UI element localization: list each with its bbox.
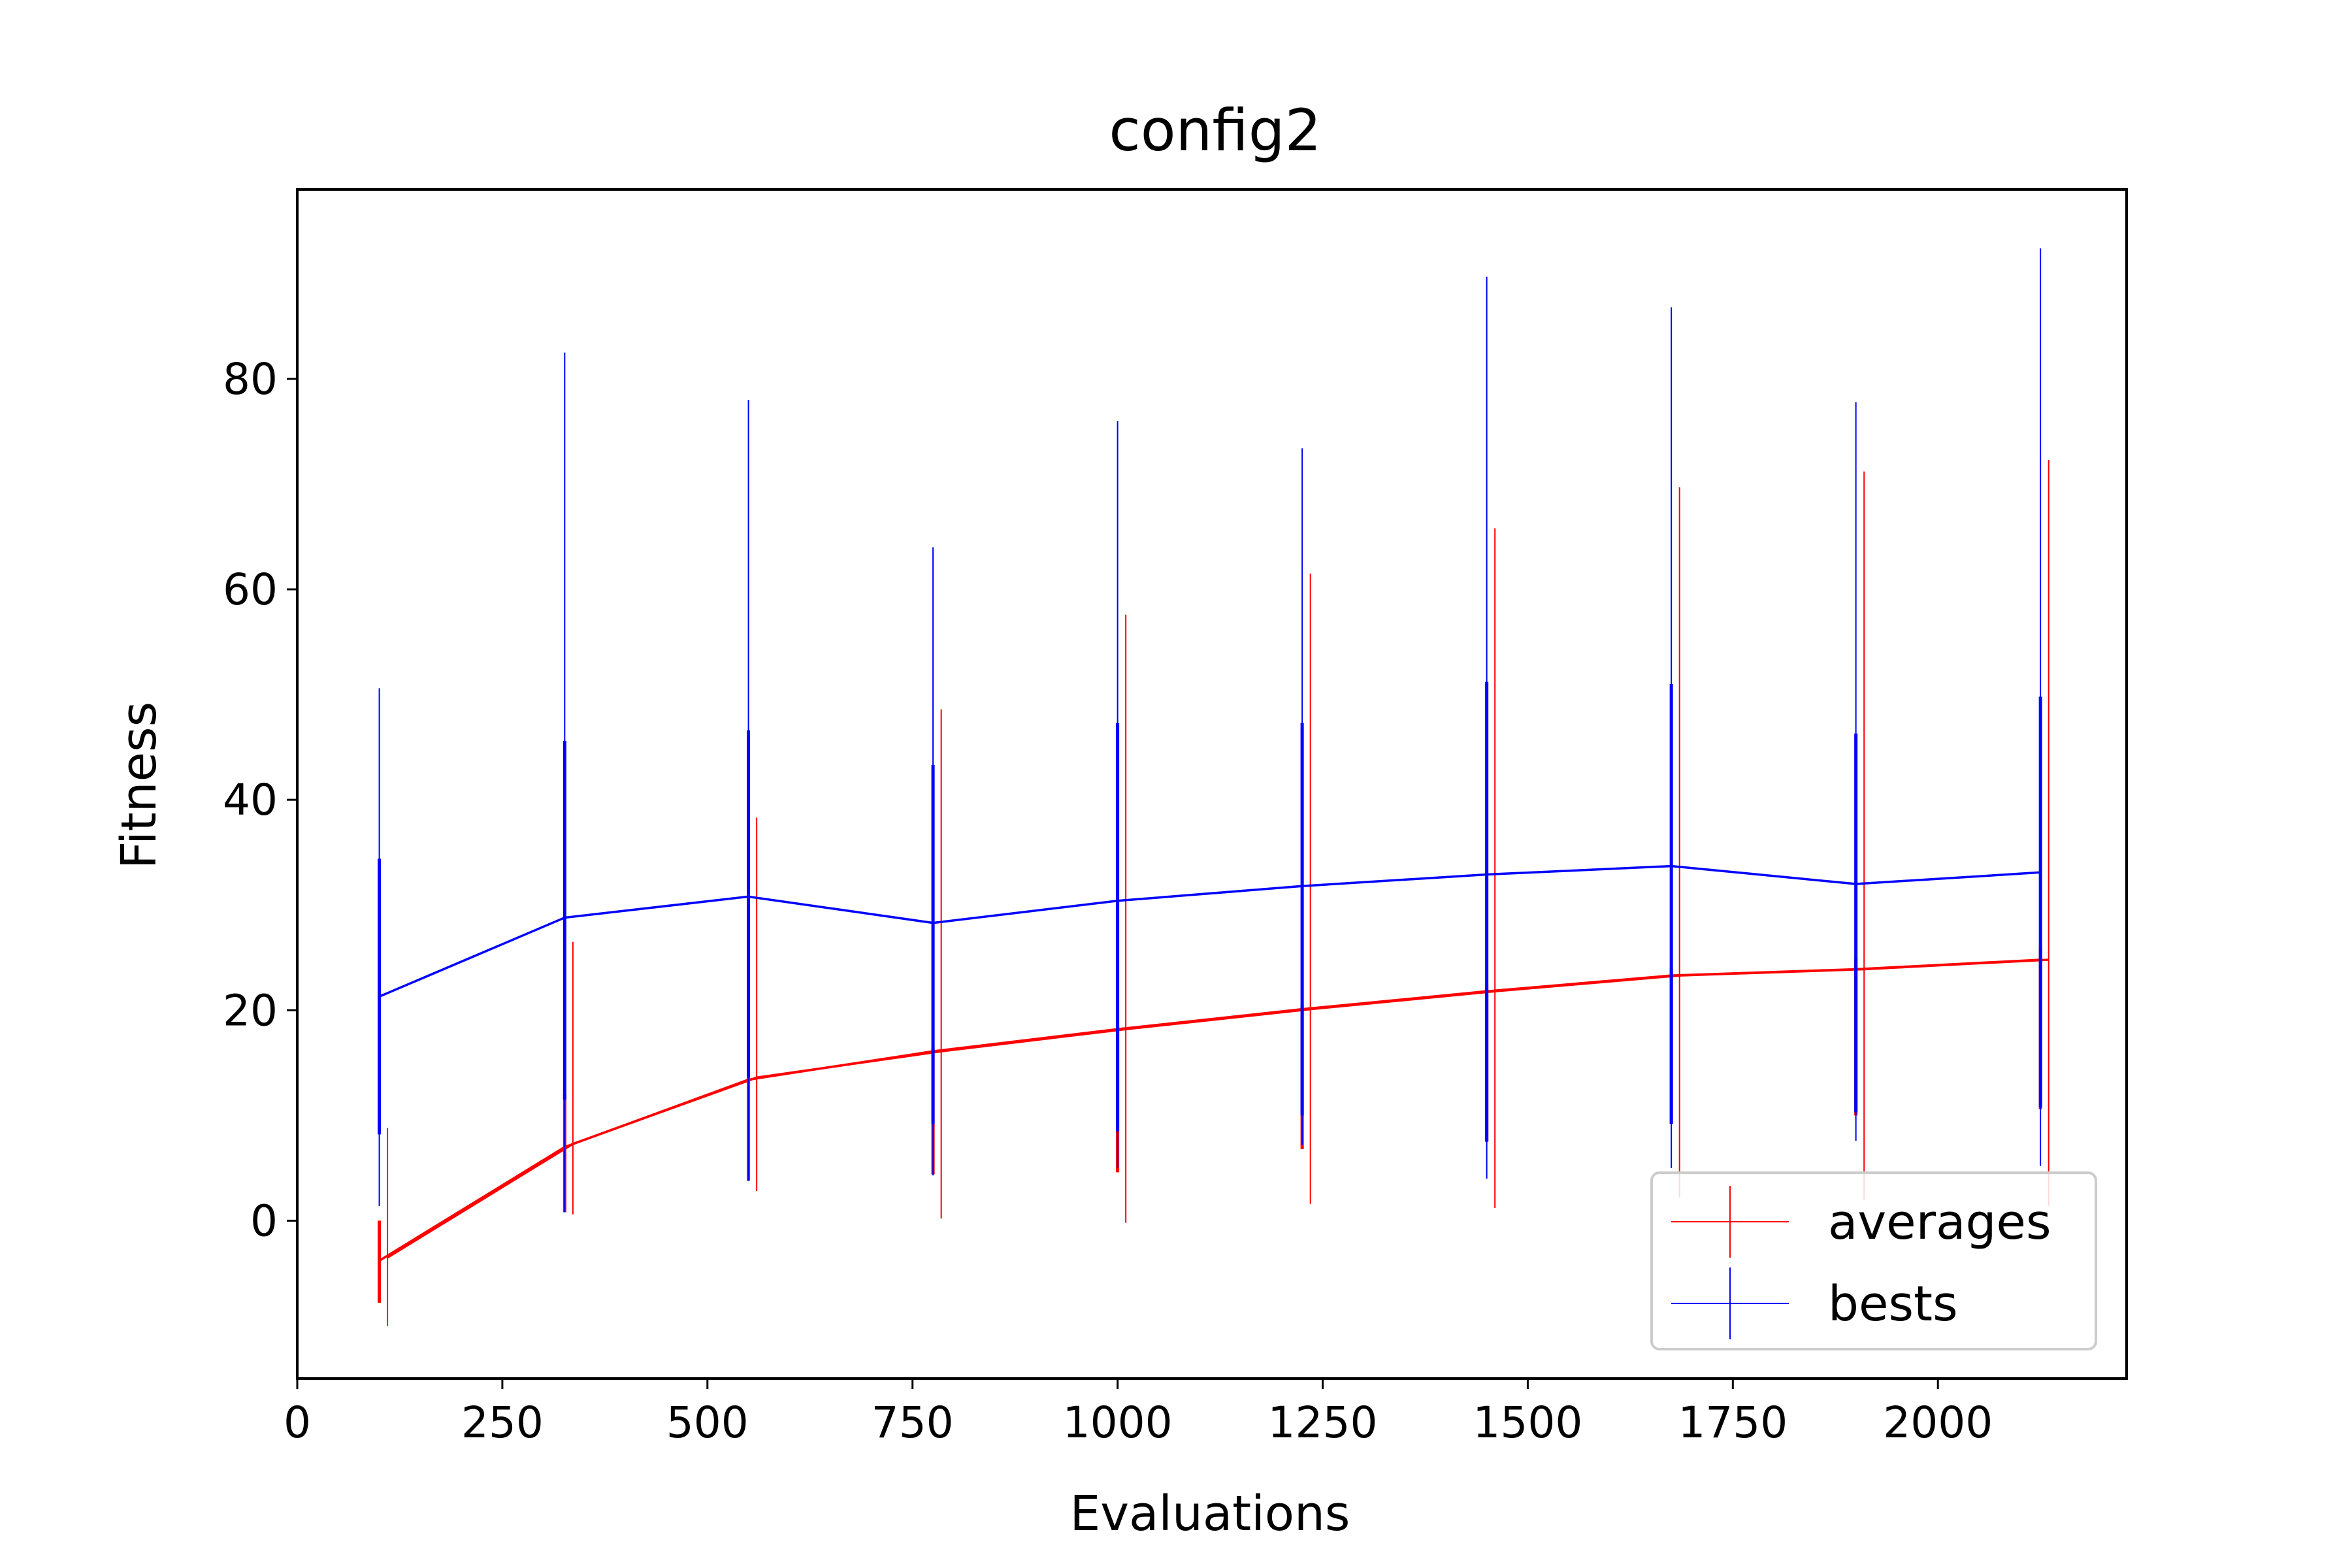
legend: averages bests <box>1650 1171 2097 1350</box>
y-tick-label: 40 <box>223 775 278 825</box>
y-tick-label: 80 <box>223 354 278 404</box>
legend-box <box>1650 1171 2097 1350</box>
legend-label: averages <box>1828 1194 2051 1250</box>
series-bests <box>378 248 2042 1213</box>
x-tick-label: 0 <box>284 1397 311 1448</box>
legend-entry-bests: bests <box>1671 1267 1958 1339</box>
plot-area <box>378 248 2050 1326</box>
y-tick-label: 0 <box>250 1196 278 1246</box>
chart-title: config2 <box>1109 97 1321 164</box>
x-tick-label: 1000 <box>1063 1397 1173 1448</box>
y-tick-label: 20 <box>223 985 278 1036</box>
bests-line <box>378 864 2041 998</box>
y-axis: 0 20 40 60 80 <box>223 354 297 1246</box>
x-axis-label: Evaluations <box>1070 1486 1350 1542</box>
legend-label: bests <box>1828 1276 1958 1332</box>
x-tick-label: 750 <box>872 1397 954 1448</box>
x-tick-label: 1750 <box>1678 1397 1788 1448</box>
averages-line-offset <box>387 958 2049 1259</box>
x-tick-label: 500 <box>666 1397 749 1448</box>
x-tick-label: 1500 <box>1473 1397 1582 1448</box>
y-tick-label: 60 <box>223 564 278 615</box>
plot-frame <box>296 188 2128 1380</box>
x-tick-label: 2000 <box>1883 1397 1993 1448</box>
x-tick-label: 1250 <box>1268 1397 1378 1448</box>
x-tick-label: 250 <box>461 1397 544 1448</box>
y-axis-label: Fitness <box>111 702 167 869</box>
x-axis: 0 250 500 750 1000 1250 1500 1750 2000 <box>284 1379 1993 1448</box>
legend-entry-averages: averages <box>1671 1186 2051 1258</box>
